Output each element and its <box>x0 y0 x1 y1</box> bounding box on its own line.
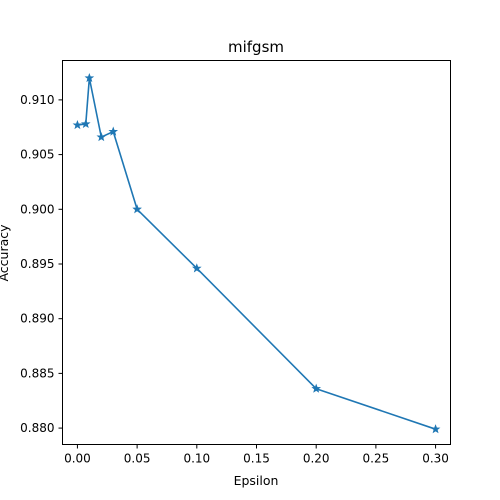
data-point <box>430 424 441 434</box>
data-point <box>72 119 83 130</box>
data-point <box>108 126 119 136</box>
series <box>72 72 441 434</box>
x-tick-label: 0.15 <box>243 452 270 466</box>
data-point <box>80 118 91 129</box>
ticks: 0.00 0.05 0.10 0.15 0.20 0.25 0.30 0.880 0.885 0.… <box>20 93 449 466</box>
y-tick-label: 0.880 <box>20 421 54 435</box>
y-tick-label: 0.895 <box>20 257 54 271</box>
data-point <box>84 72 95 83</box>
x-tick-label: 0.10 <box>183 452 210 466</box>
x-axis-label: Epsilon <box>234 473 279 488</box>
x-tick-label: 0.30 <box>422 452 449 466</box>
series-line <box>77 77 436 430</box>
y-tick-label: 0.905 <box>20 148 54 162</box>
data-point <box>311 383 322 393</box>
y-tick-label: 0.890 <box>20 312 54 326</box>
plot-frame <box>62 60 451 445</box>
y-tick-label: 0.885 <box>20 366 54 380</box>
data-point <box>191 263 202 273</box>
y-tick-label: 0.900 <box>20 202 54 216</box>
x-tick-label: 0.00 <box>64 452 91 466</box>
chart-title: mifgsm <box>228 38 284 56</box>
data-point <box>132 204 142 214</box>
x-tick-label: 0.25 <box>363 452 390 466</box>
x-tick-label: 0.05 <box>124 452 151 466</box>
data-point <box>96 132 107 142</box>
y-tick-label: 0.910 <box>20 93 54 107</box>
x-tick-label: 0.20 <box>303 452 330 466</box>
y-axis-label: Accuracy <box>0 224 11 282</box>
